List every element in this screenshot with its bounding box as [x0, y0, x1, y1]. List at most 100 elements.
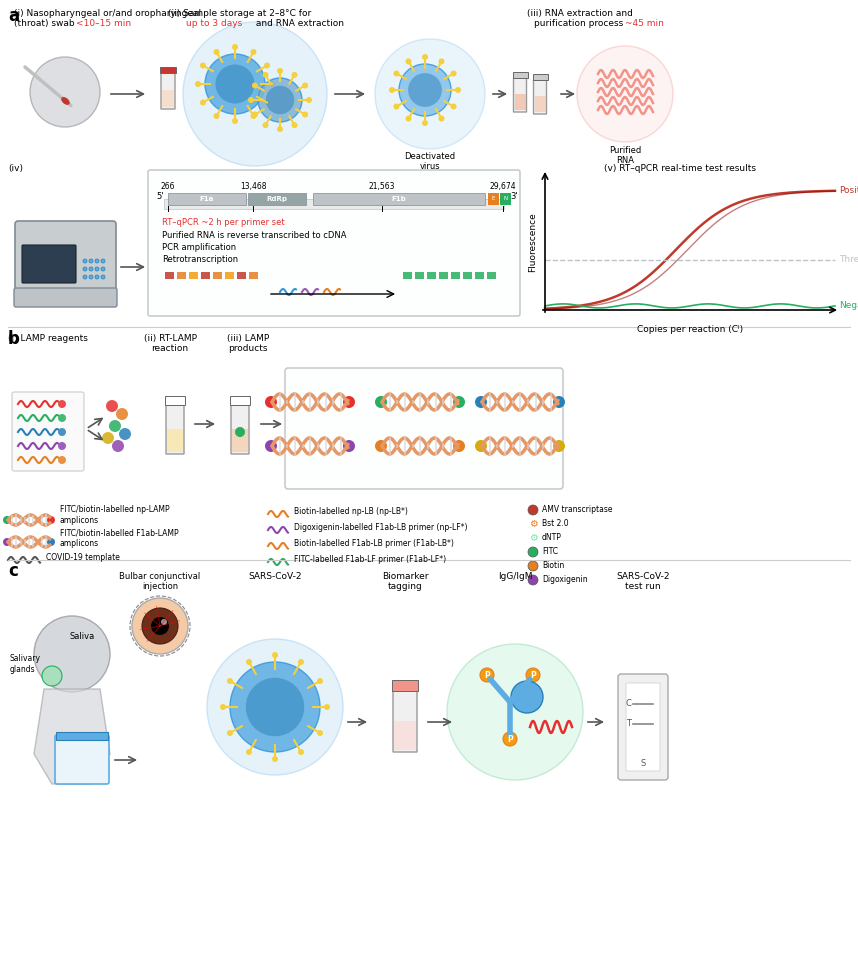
Circle shape: [183, 22, 327, 166]
Text: Negative: Negative: [839, 301, 858, 310]
Circle shape: [343, 440, 355, 452]
Bar: [177, 272, 186, 279]
Circle shape: [438, 116, 444, 122]
FancyBboxPatch shape: [22, 245, 76, 283]
Circle shape: [101, 267, 105, 271]
FancyBboxPatch shape: [513, 78, 527, 112]
Circle shape: [200, 99, 206, 106]
Circle shape: [408, 73, 442, 107]
Circle shape: [453, 396, 465, 408]
Bar: [230, 396, 250, 404]
Circle shape: [375, 440, 387, 452]
Text: Fluorescence: Fluorescence: [528, 212, 537, 272]
Text: P: P: [530, 671, 536, 679]
Bar: [463, 272, 472, 279]
Text: (i) Nasopharyngeal or/and oropharyngeal: (i) Nasopharyngeal or/and oropharyngeal: [14, 9, 201, 18]
Text: PCR amplification: PCR amplification: [162, 243, 236, 252]
Bar: [162, 90, 174, 107]
Text: a: a: [8, 7, 19, 25]
Circle shape: [58, 442, 66, 450]
Bar: [56, 732, 108, 740]
Text: Positive: Positive: [839, 187, 858, 195]
Text: Purified RNA is reverse transcribed to cDNA: Purified RNA is reverse transcribed to c…: [162, 231, 347, 240]
Circle shape: [475, 396, 487, 408]
Text: ⚙: ⚙: [529, 519, 537, 529]
Text: N: N: [504, 196, 508, 201]
Circle shape: [450, 71, 456, 77]
Text: dNTP: dNTP: [542, 534, 562, 542]
Bar: [535, 96, 546, 112]
Bar: [439, 272, 448, 279]
Circle shape: [450, 103, 456, 110]
Circle shape: [511, 681, 543, 713]
Text: (iii) LAMP
products: (iii) LAMP products: [227, 334, 269, 354]
Bar: [515, 94, 525, 110]
Circle shape: [89, 267, 93, 271]
Circle shape: [95, 267, 99, 271]
Text: (ii) Sample storage at 2–8°C for: (ii) Sample storage at 2–8°C for: [168, 9, 311, 18]
Circle shape: [422, 54, 428, 60]
Text: Biotin-labelled F1ab-LB primer (F1ab-LB*): Biotin-labelled F1ab-LB primer (F1ab-LB*…: [294, 539, 454, 548]
Bar: [403, 272, 412, 279]
Bar: [248, 193, 306, 205]
FancyBboxPatch shape: [15, 221, 116, 295]
Circle shape: [101, 259, 105, 263]
Circle shape: [306, 97, 312, 103]
Bar: [167, 429, 183, 452]
Circle shape: [292, 122, 298, 128]
Text: IgG/IgM: IgG/IgM: [498, 572, 532, 581]
Bar: [313, 193, 485, 205]
Circle shape: [235, 427, 245, 437]
Text: 266: 266: [160, 182, 175, 191]
Bar: [189, 272, 198, 279]
Text: 3': 3': [510, 192, 517, 201]
Circle shape: [220, 704, 226, 710]
Text: (i) LAMP reagents: (i) LAMP reagents: [8, 334, 88, 343]
FancyBboxPatch shape: [161, 73, 175, 109]
Polygon shape: [34, 689, 110, 784]
Circle shape: [142, 608, 178, 644]
Text: ⚙: ⚙: [529, 533, 537, 543]
Bar: [160, 67, 176, 73]
Text: 13,468: 13,468: [239, 182, 266, 191]
Circle shape: [132, 598, 188, 654]
Circle shape: [480, 668, 494, 682]
Text: F1b: F1b: [391, 196, 407, 202]
Bar: [165, 396, 185, 404]
Circle shape: [394, 103, 400, 110]
Text: 29,674: 29,674: [490, 182, 517, 191]
Circle shape: [528, 575, 538, 585]
Text: ~45 min: ~45 min: [625, 19, 664, 28]
Bar: [392, 680, 418, 691]
Text: S: S: [640, 759, 645, 769]
Text: (iv): (iv): [8, 164, 23, 173]
Bar: [249, 272, 258, 279]
Bar: [427, 272, 436, 279]
Circle shape: [42, 666, 62, 686]
Text: P: P: [484, 671, 490, 679]
Circle shape: [47, 538, 55, 546]
Circle shape: [265, 440, 277, 452]
FancyBboxPatch shape: [148, 170, 520, 316]
Text: E: E: [492, 196, 495, 201]
Circle shape: [447, 644, 583, 780]
Bar: [165, 272, 174, 279]
Bar: [237, 272, 246, 279]
Text: RT–qPCR ~2 h per primer set: RT–qPCR ~2 h per primer set: [162, 218, 285, 227]
Circle shape: [528, 547, 538, 557]
Circle shape: [83, 267, 87, 271]
Circle shape: [317, 678, 323, 684]
Text: SARS-CoV-2: SARS-CoV-2: [248, 572, 302, 581]
Circle shape: [394, 71, 400, 77]
Circle shape: [251, 49, 257, 55]
Bar: [168, 193, 246, 205]
Circle shape: [455, 87, 461, 93]
Bar: [415, 272, 424, 279]
Circle shape: [266, 86, 294, 115]
Bar: [213, 272, 222, 279]
Bar: [451, 272, 460, 279]
Circle shape: [553, 440, 565, 452]
Circle shape: [83, 259, 87, 263]
Circle shape: [298, 659, 304, 665]
Circle shape: [119, 428, 131, 440]
